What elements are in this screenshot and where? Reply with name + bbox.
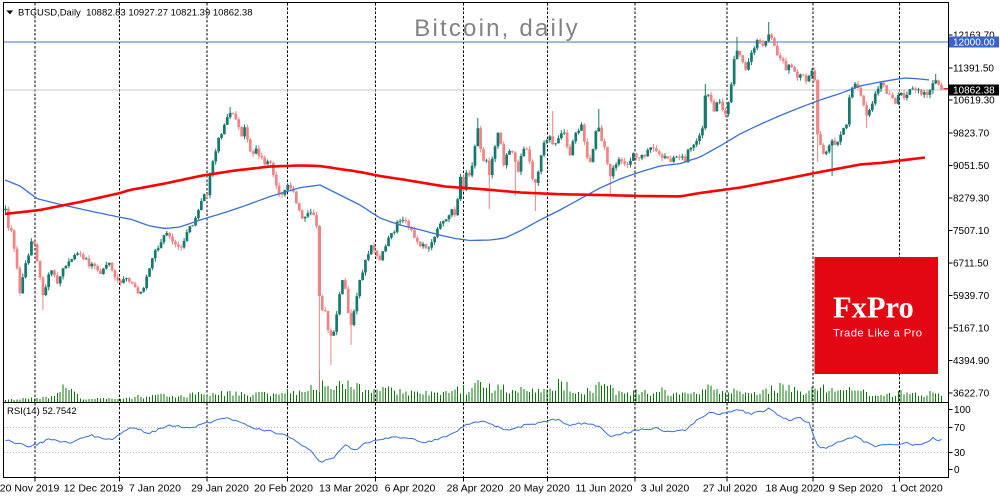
svg-text:27 Jul 2020: 27 Jul 2020 — [703, 483, 757, 495]
svg-text:10862.38: 10862.38 — [953, 85, 995, 96]
svg-text:RSI(14) 52.7542: RSI(14) 52.7542 — [7, 406, 77, 417]
svg-text:5939.70: 5939.70 — [953, 291, 990, 302]
svg-text:9 Sep 2020: 9 Sep 2020 — [829, 483, 883, 495]
svg-text:4394.90: 4394.90 — [953, 356, 990, 367]
svg-text:9823.70: 9823.70 — [953, 129, 990, 140]
svg-text:12163.70: 12163.70 — [953, 31, 995, 42]
svg-text:6 Apr 2020: 6 Apr 2020 — [385, 483, 436, 495]
svg-text:Bitcoin, daily: Bitcoin, daily — [414, 15, 580, 42]
svg-text:Trade Like a Pro: Trade Like a Pro — [833, 328, 923, 340]
svg-text:9051.50: 9051.50 — [953, 161, 990, 172]
svg-text:29 Jan 2020: 29 Jan 2020 — [191, 483, 249, 495]
svg-text:20 May 2020: 20 May 2020 — [509, 483, 570, 495]
svg-text:6711.50: 6711.50 — [953, 259, 989, 270]
svg-text:BTCUSD,Daily 10882.83 10927.2: BTCUSD,Daily 10882.83 10927.27 10821.39 … — [18, 8, 253, 19]
svg-text:12000.00: 12000.00 — [953, 38, 995, 49]
svg-text:0: 0 — [954, 465, 960, 476]
svg-text:11391.50: 11391.50 — [953, 64, 994, 75]
svg-text:11 Jun 2020: 11 Jun 2020 — [575, 483, 632, 495]
svg-text:12 Dec 2019: 12 Dec 2019 — [64, 483, 124, 495]
svg-text:7 Jan 2020: 7 Jan 2020 — [129, 483, 181, 495]
svg-text:3622.70: 3622.70 — [953, 389, 990, 400]
svg-text:10619.30: 10619.30 — [953, 96, 995, 107]
svg-text:70: 70 — [954, 423, 966, 434]
svg-text:30: 30 — [954, 448, 966, 459]
svg-text:20 Feb 2020: 20 Feb 2020 — [254, 483, 313, 495]
svg-text:5167.10: 5167.10 — [953, 324, 990, 335]
svg-text:13 Mar 2020: 13 Mar 2020 — [319, 483, 378, 495]
svg-text:7507.10: 7507.10 — [953, 226, 990, 237]
svg-text:18 Aug 2020: 18 Aug 2020 — [766, 483, 825, 495]
svg-text:28 Apr 2020: 28 Apr 2020 — [447, 483, 504, 495]
svg-text:20 Nov 2019: 20 Nov 2019 — [0, 483, 59, 495]
svg-text:3 Jul 2020: 3 Jul 2020 — [641, 483, 690, 495]
svg-text:8279.30: 8279.30 — [953, 194, 990, 205]
svg-text:1 Oct 2020: 1 Oct 2020 — [891, 483, 943, 495]
svg-text:FxPro: FxPro — [833, 291, 914, 325]
svg-text:100: 100 — [954, 405, 971, 416]
